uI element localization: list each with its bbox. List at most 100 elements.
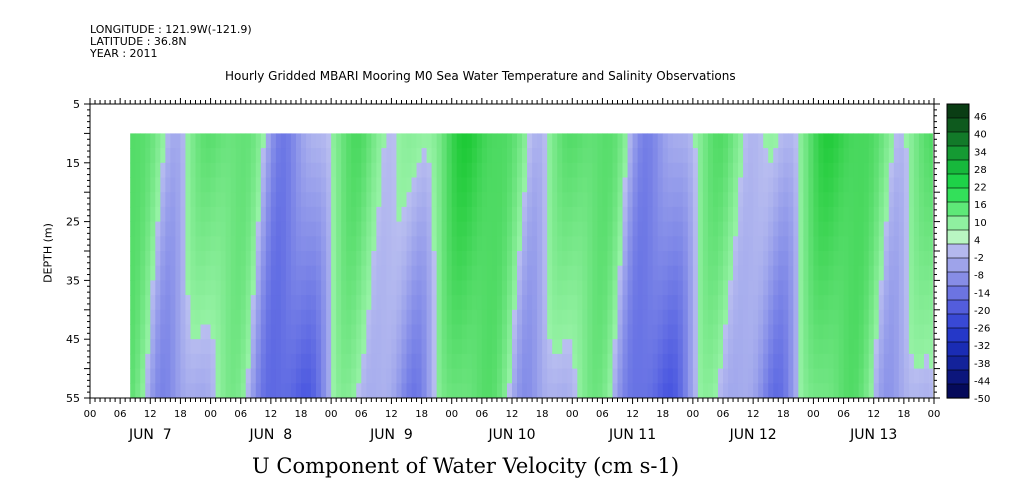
heatmap-cell — [642, 236, 649, 252]
heatmap-cell — [547, 206, 553, 222]
heatmap-cell — [200, 192, 206, 208]
heatmap-cell — [888, 236, 895, 252]
heatmap-cell — [798, 383, 804, 399]
heatmap-cell — [778, 206, 784, 222]
heatmap-cell — [868, 206, 875, 222]
heatmap-cell — [150, 383, 156, 399]
heatmap-cell — [351, 339, 357, 355]
heatmap-cell — [607, 368, 613, 384]
heatmap-cell — [351, 177, 357, 193]
heatmap-cell — [321, 368, 327, 384]
heatmap-cell — [632, 206, 638, 222]
heatmap-cell — [738, 309, 744, 325]
heatmap-cell — [512, 353, 518, 369]
heatmap-cell — [692, 221, 699, 237]
heatmap-cell — [873, 309, 880, 325]
heatmap-cell — [848, 206, 855, 222]
heatmap-cell — [381, 206, 387, 222]
heatmap-cell — [130, 236, 136, 252]
heatmap-cell — [652, 162, 659, 178]
heatmap-cell — [376, 265, 382, 281]
heatmap-cell — [130, 309, 136, 325]
heatmap-cell — [733, 221, 739, 237]
x-hour-label: 06 — [234, 409, 247, 420]
heatmap-cell — [557, 353, 563, 369]
heatmap-cell — [717, 133, 724, 149]
heatmap-cell — [190, 162, 196, 178]
heatmap-cell — [657, 251, 664, 267]
heatmap-cell — [763, 339, 769, 355]
heatmap-cell — [351, 383, 357, 399]
heatmap-cell — [743, 192, 749, 208]
heatmap-cell — [185, 148, 191, 164]
heatmap-cell — [471, 280, 478, 296]
heatmap-cell — [275, 206, 282, 222]
heatmap-cell — [195, 162, 201, 178]
heatmap-cell — [567, 309, 573, 325]
heatmap-cell — [486, 251, 493, 267]
heatmap-cell — [346, 162, 352, 178]
heatmap-cell — [692, 383, 699, 399]
heatmap-cell — [652, 265, 659, 281]
heatmap-cell — [552, 339, 558, 355]
heatmap-cell — [517, 383, 523, 399]
heatmap-cell — [527, 383, 533, 399]
heatmap-cell — [758, 383, 764, 399]
heatmap-cell — [617, 206, 623, 222]
heatmap-cell — [481, 133, 488, 149]
heatmap-cell — [682, 309, 689, 325]
heatmap-cell — [451, 221, 458, 237]
heatmap-cell — [637, 192, 644, 208]
heatmap-cell — [738, 324, 744, 340]
heatmap-cell — [758, 324, 764, 340]
heatmap-cell — [195, 206, 201, 222]
heatmap-cell — [928, 221, 933, 237]
heatmap-cell — [617, 177, 623, 193]
heatmap-cell — [818, 295, 824, 311]
heatmap-cell — [145, 265, 151, 281]
heatmap-cell — [140, 162, 146, 178]
heatmap-cell — [612, 251, 618, 267]
heatmap-cell — [160, 383, 166, 399]
heatmap-cell — [336, 353, 342, 369]
heatmap-cell — [401, 133, 407, 149]
heatmap-cell — [637, 353, 644, 369]
heatmap-cell — [723, 265, 729, 281]
heatmap-cell — [783, 295, 789, 311]
heatmap-cell — [451, 162, 458, 178]
heatmap-cell — [597, 133, 603, 149]
heatmap-cell — [808, 339, 814, 355]
heatmap-cell — [692, 177, 699, 193]
heatmap-cell — [371, 353, 377, 369]
heatmap-cell — [260, 133, 267, 149]
heatmap-cell — [225, 206, 232, 222]
heatmap-cell — [702, 177, 709, 193]
heatmap-cell — [527, 192, 533, 208]
heatmap-cell — [326, 162, 332, 178]
heatmap-cell — [768, 236, 774, 252]
heatmap-cell — [215, 251, 222, 267]
heatmap-cell — [496, 265, 503, 281]
heatmap-cell — [898, 133, 905, 149]
heatmap-cell — [657, 206, 664, 222]
heatmap-cell — [356, 251, 362, 267]
heatmap-cell — [386, 280, 392, 296]
heatmap-cell — [803, 221, 809, 237]
x-hour-label: 18 — [295, 409, 308, 420]
heatmap-cell — [496, 148, 503, 164]
heatmap-cell — [391, 148, 397, 164]
heatmap-cell — [160, 192, 166, 208]
heatmap-cell — [386, 177, 392, 193]
heatmap-cell — [733, 368, 739, 384]
heatmap-cell — [466, 251, 473, 267]
heatmap-cell — [265, 309, 272, 325]
heatmap-cell — [858, 236, 865, 252]
heatmap-cell — [707, 353, 714, 369]
heatmap-cell — [928, 280, 933, 296]
heatmap-cell — [175, 177, 181, 193]
heatmap-cell — [682, 192, 689, 208]
heatmap-cell — [366, 236, 372, 252]
heatmap-cell — [466, 309, 473, 325]
heatmap-cell — [381, 295, 387, 311]
heatmap-cell — [501, 133, 508, 149]
